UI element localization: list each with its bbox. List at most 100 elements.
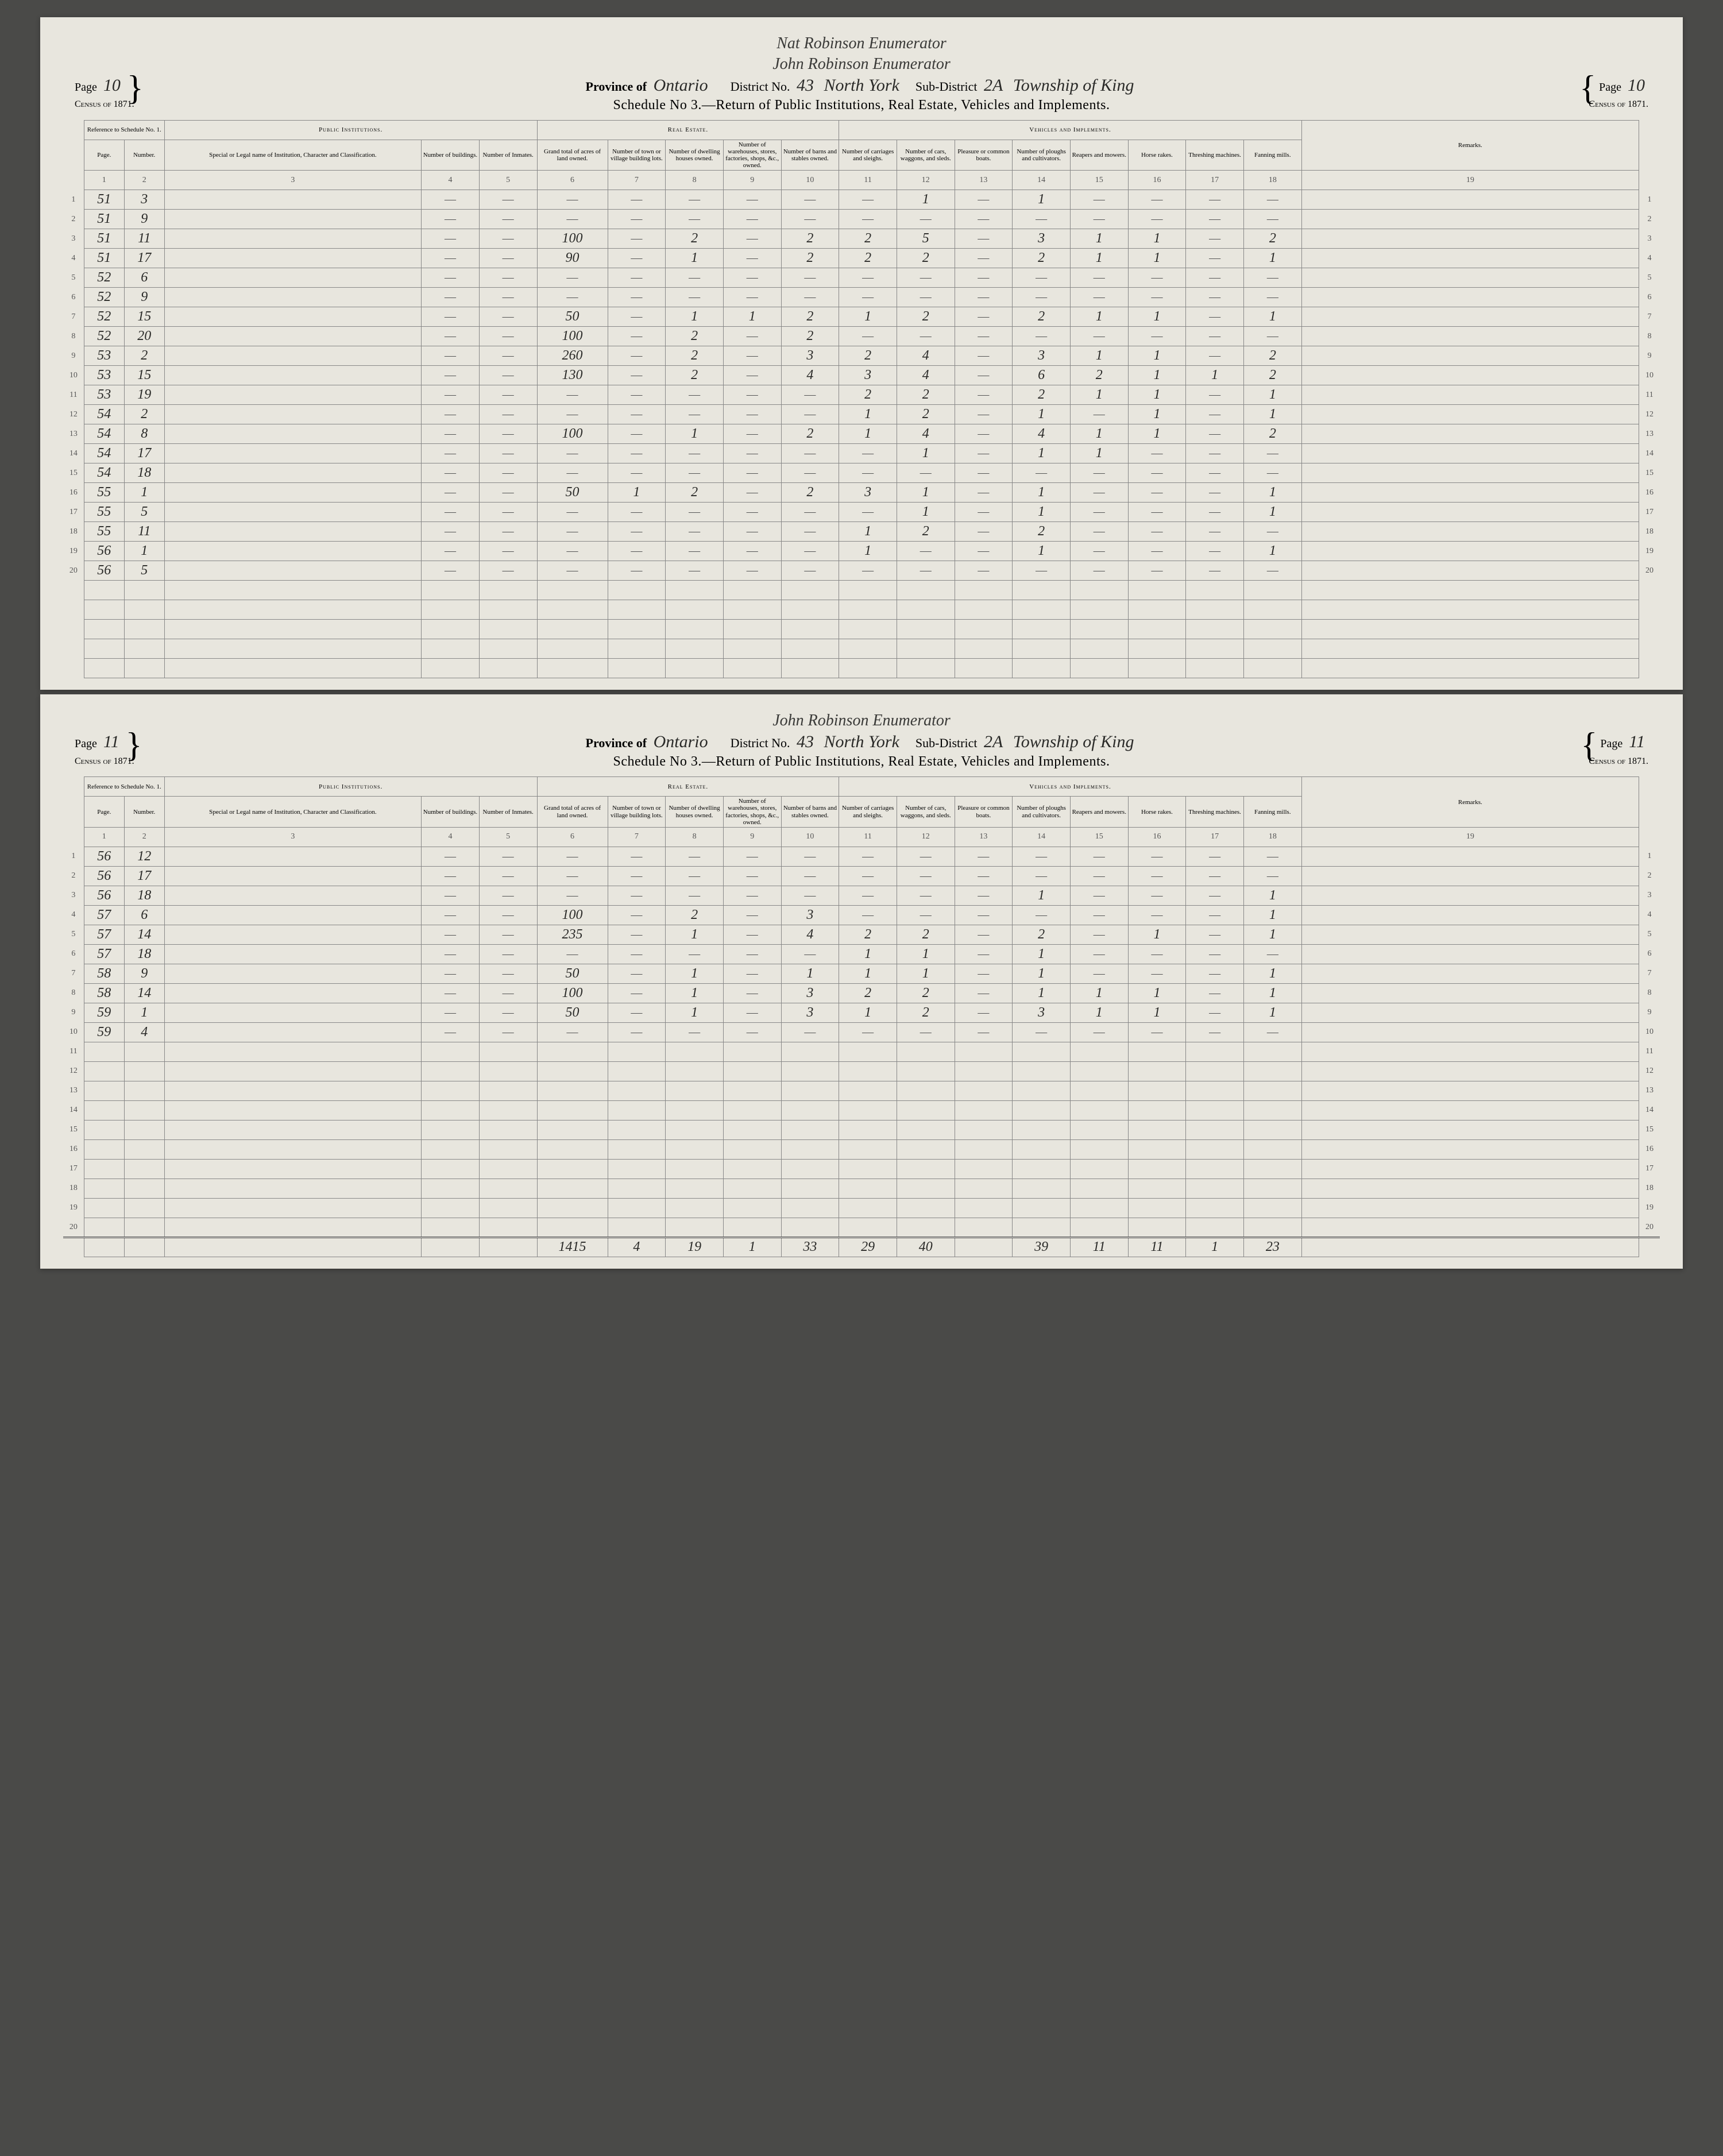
dash: — [747,369,758,381]
table-row-blank [63,639,1660,659]
c6: 50 [537,483,608,503]
handwritten-value: 2 [864,927,871,942]
institution-name [164,366,421,385]
dash: — [1094,1026,1105,1038]
table-row-blank: 1212 [63,1061,1660,1081]
c18: — [1243,866,1301,886]
dash: — [445,252,456,264]
handwritten-value: 1 [691,927,698,942]
c5: — [479,288,537,307]
c16: — [1128,847,1186,866]
dash: — [747,271,758,284]
handwritten-value: 1 [864,426,871,441]
c10: 4 [781,925,839,944]
province-value: Ontario [650,76,712,95]
handwritten-value: 1 [1153,426,1160,441]
table-row: 10594———————————————10 [63,1022,1660,1042]
c5: — [479,444,537,463]
c11: 2 [839,983,897,1003]
remarks-cell [1301,424,1639,444]
c9: — [723,405,781,424]
c9: — [723,1022,781,1042]
row-index-left: 15 [63,463,84,483]
c13: — [955,522,1013,542]
institution-name [164,288,421,307]
dash: — [445,486,456,499]
row-index-left: 6 [63,944,84,964]
dash: — [445,544,456,557]
col-header-c12: Number of cars, waggons, and sleds. [897,797,955,827]
c6: — [537,385,608,405]
dash: — [1267,466,1278,479]
c14: — [1013,327,1071,346]
c9: — [723,444,781,463]
dash: — [445,232,456,245]
dash: — [689,447,700,459]
col-number: 2 [124,827,164,847]
col-number: 15 [1070,171,1128,190]
dash: — [1151,271,1162,284]
c10: — [781,444,839,463]
institution-name [164,190,421,210]
remarks-cell [1301,905,1639,925]
c11: — [839,866,897,886]
page-header: Page 10 }Census of 1871.Province of Onta… [63,76,1660,113]
c13: — [955,866,1013,886]
dash: — [978,948,989,960]
handwritten-value: 5 [922,231,929,246]
c14: 1 [1013,964,1071,983]
page-label: Page [75,81,97,94]
col-header-c1: Page. [84,797,124,827]
ref-number: 18 [124,463,164,483]
census-label-right: Census of 1871. [1589,756,1648,767]
handwritten-value: 1 [691,1005,698,1020]
dash: — [747,232,758,245]
c13: — [955,483,1013,503]
dash: — [631,388,642,401]
row-index-left: 16 [63,1139,84,1159]
c18: — [1243,288,1301,307]
c10: 2 [781,483,839,503]
dash: — [631,212,642,225]
dash: — [567,388,578,401]
row-index-right: 8 [1639,327,1660,346]
c8: — [666,190,724,210]
c16: 1 [1128,405,1186,424]
dash: — [631,1006,642,1019]
ref-header: Reference to Schedule No. 1. [84,777,164,797]
dash: — [1036,330,1047,342]
row-index-right: 18 [1639,1179,1660,1198]
handwritten-value: 54 [97,446,111,461]
c10: — [781,522,839,542]
c7: — [608,307,666,327]
handwritten-value: 1 [806,966,813,981]
c18: 2 [1243,424,1301,444]
handwritten-value: 1 [691,309,698,324]
c18: 1 [1243,405,1301,424]
dash: — [747,850,758,863]
ref-number: 5 [124,561,164,581]
dash: — [1209,928,1220,941]
ref-page: 51 [84,210,124,229]
row-index-right: 12 [1639,1061,1660,1081]
c13: — [955,424,1013,444]
handwritten-value: 40 [919,1239,933,1254]
dash: — [862,564,874,577]
dash: — [747,193,758,206]
handwritten-value: 1 [922,504,929,519]
handwritten-value: 2 [864,387,871,402]
handwritten-value: 59 [97,1025,111,1040]
col-number: 18 [1243,827,1301,847]
handwritten-value: 2 [1038,387,1045,402]
institution-name [164,1022,421,1042]
ref-number: 6 [124,905,164,925]
handwritten-value: 20 [137,329,151,343]
c11: 1 [839,424,897,444]
handwritten-value: 1 [1153,407,1160,422]
dash: — [804,447,816,459]
dash: — [1094,330,1105,342]
handwritten-value: 1 [1153,250,1160,265]
handwritten-value: 1 [922,966,929,981]
c15: — [1070,483,1128,503]
col-number: 10 [781,171,839,190]
